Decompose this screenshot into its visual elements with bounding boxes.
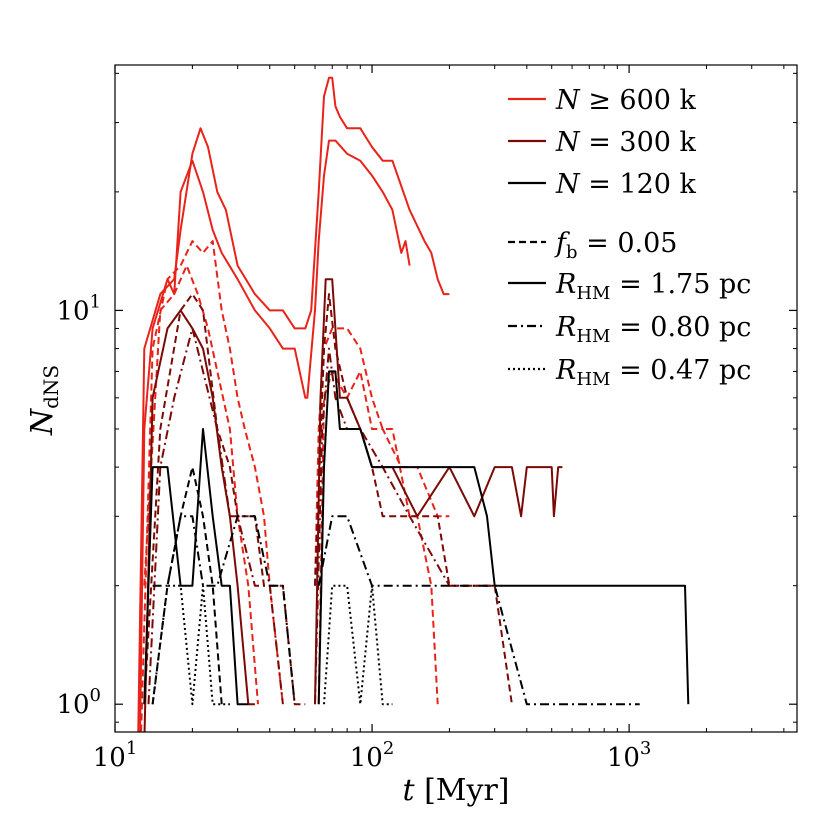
legend-item-6: RHM = 0.80 pc bbox=[508, 312, 751, 347]
legend-label: RHM = 0.80 pc bbox=[555, 312, 751, 347]
legend-item-3: N = 120 k bbox=[508, 169, 697, 200]
legend-item-2: N = 300 k bbox=[508, 127, 697, 158]
tick-labels: 101 102 103 100 101 bbox=[56, 291, 651, 773]
series-line-14 bbox=[317, 370, 690, 705]
legend-item-1: N ≥ 600 k bbox=[508, 85, 697, 116]
y-tick-label: 100 bbox=[56, 685, 101, 720]
series-line-19 bbox=[323, 584, 393, 706]
series-line-18 bbox=[151, 584, 230, 706]
legend-item-5: RHM = 1.75 pc bbox=[508, 269, 751, 304]
legend-label: fb = 0.05 bbox=[554, 228, 677, 263]
legend: N ≥ 600 k N = 300 k N = 120 k fb = 0.05 RHM … bbox=[508, 85, 751, 390]
series-line-7 bbox=[143, 309, 255, 732]
series-layer bbox=[137, 76, 690, 732]
series-line-4 bbox=[143, 264, 259, 705]
x-axis-label: t [Myr] bbox=[402, 773, 509, 808]
plot-area bbox=[115, 65, 797, 732]
minor-ticks bbox=[115, 65, 797, 732]
series-line-1 bbox=[137, 76, 450, 732]
legend-label: N ≥ 600 k bbox=[555, 85, 697, 116]
series-line-3 bbox=[140, 240, 284, 732]
legend-label: RHM = 0.47 pc bbox=[555, 355, 751, 390]
series-line-13 bbox=[143, 428, 249, 706]
y-axis-label: NdNS bbox=[25, 365, 63, 436]
legend-label: RHM = 1.75 pc bbox=[555, 269, 751, 304]
series-line-12 bbox=[314, 347, 502, 705]
legend-label: N = 120 k bbox=[555, 169, 697, 200]
x-tick-label: 103 bbox=[607, 738, 652, 773]
plot-frame bbox=[114, 64, 798, 733]
series-line-11 bbox=[147, 327, 284, 705]
y-tick-label: 101 bbox=[56, 291, 101, 326]
x-tick-label: 102 bbox=[350, 738, 395, 773]
legend-item-4: fb = 0.05 bbox=[508, 228, 677, 263]
series-line-10 bbox=[314, 293, 513, 705]
x-tick-label: 101 bbox=[93, 738, 138, 773]
series-line-17 bbox=[317, 515, 640, 706]
series-line-16 bbox=[152, 515, 296, 705]
legend-label: N = 300 k bbox=[555, 127, 697, 158]
series-line-2 bbox=[139, 139, 411, 732]
series-line-9 bbox=[143, 293, 306, 706]
legend-item-7: RHM = 0.47 pc bbox=[508, 355, 751, 390]
